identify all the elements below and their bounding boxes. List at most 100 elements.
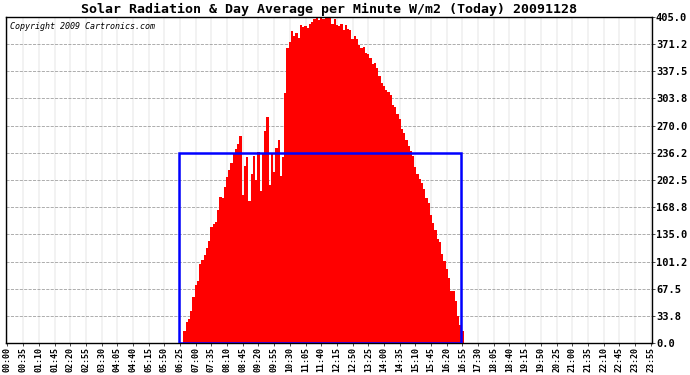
Bar (387, 92, 390, 343)
Bar (349, 30, 351, 343)
Bar (233, 154, 235, 343)
Bar (221, 198, 224, 343)
Bar (426, 198, 428, 343)
Bar (342, 30, 345, 343)
Bar (279, 176, 282, 343)
Bar (286, 48, 288, 343)
Bar (439, 242, 441, 343)
Bar (417, 174, 419, 343)
Bar (331, 24, 333, 343)
Bar (297, 38, 300, 343)
Bar (219, 197, 221, 343)
Bar (270, 153, 273, 343)
Bar (184, 331, 186, 343)
Bar (193, 297, 195, 343)
Bar (435, 230, 437, 343)
Bar (396, 114, 399, 343)
Bar (306, 28, 309, 343)
Bar (186, 322, 188, 343)
Bar (376, 68, 378, 343)
Bar (311, 22, 313, 343)
Bar (367, 54, 369, 343)
Bar (257, 152, 259, 343)
Bar (188, 319, 190, 343)
Bar (360, 48, 363, 343)
Bar (333, 20, 336, 343)
Bar (179, 153, 462, 343)
Bar (410, 151, 412, 343)
Bar (383, 86, 385, 343)
Bar (444, 261, 446, 343)
Bar (459, 325, 462, 343)
Bar (284, 93, 286, 343)
Bar (300, 25, 302, 343)
Bar (372, 64, 374, 343)
Bar (365, 53, 367, 343)
Bar (455, 301, 457, 343)
Bar (195, 285, 197, 343)
Bar (329, 17, 331, 343)
Bar (262, 154, 264, 343)
Bar (291, 32, 293, 343)
Title: Solar Radiation & Day Average per Minute W/m2 (Today) 20091128: Solar Radiation & Day Average per Minute… (81, 3, 577, 16)
Bar (363, 47, 365, 343)
Bar (255, 180, 257, 343)
Bar (441, 254, 444, 343)
Bar (239, 136, 241, 343)
Bar (228, 170, 230, 343)
Bar (437, 240, 439, 343)
Bar (430, 214, 432, 343)
Bar (320, 18, 322, 343)
Text: Copyright 2009 Cartronics.com: Copyright 2009 Cartronics.com (10, 22, 155, 31)
Bar (450, 291, 453, 343)
Bar (340, 24, 342, 343)
Bar (224, 187, 226, 343)
Bar (462, 331, 464, 343)
Bar (282, 157, 284, 343)
Bar (230, 163, 233, 343)
Bar (259, 191, 262, 343)
Bar (421, 183, 423, 343)
Bar (327, 18, 329, 343)
Bar (246, 157, 248, 343)
Bar (405, 140, 408, 343)
Bar (190, 310, 193, 343)
Bar (226, 177, 228, 343)
Bar (313, 19, 315, 343)
Bar (390, 94, 392, 343)
Bar (268, 185, 270, 343)
Bar (248, 201, 250, 343)
Bar (428, 203, 430, 343)
Bar (374, 63, 376, 343)
Bar (378, 76, 381, 343)
Bar (273, 172, 275, 343)
Bar (369, 58, 372, 343)
Bar (354, 36, 356, 343)
Bar (356, 39, 358, 343)
Bar (338, 26, 340, 343)
Bar (315, 17, 318, 343)
Bar (264, 131, 266, 343)
Bar (293, 36, 295, 343)
Bar (210, 227, 213, 343)
Bar (347, 29, 349, 343)
Bar (266, 117, 268, 343)
Bar (204, 255, 206, 343)
Bar (408, 146, 410, 343)
Bar (206, 248, 208, 343)
Bar (235, 149, 237, 343)
Bar (201, 260, 204, 343)
Bar (432, 223, 435, 343)
Bar (412, 156, 414, 343)
Bar (215, 222, 217, 343)
Bar (358, 45, 360, 343)
Bar (253, 156, 255, 343)
Bar (448, 278, 450, 343)
Bar (302, 27, 304, 343)
Bar (197, 281, 199, 343)
Bar (394, 107, 396, 343)
Bar (275, 148, 277, 343)
Bar (345, 25, 347, 343)
Bar (381, 83, 383, 343)
Bar (217, 210, 219, 343)
